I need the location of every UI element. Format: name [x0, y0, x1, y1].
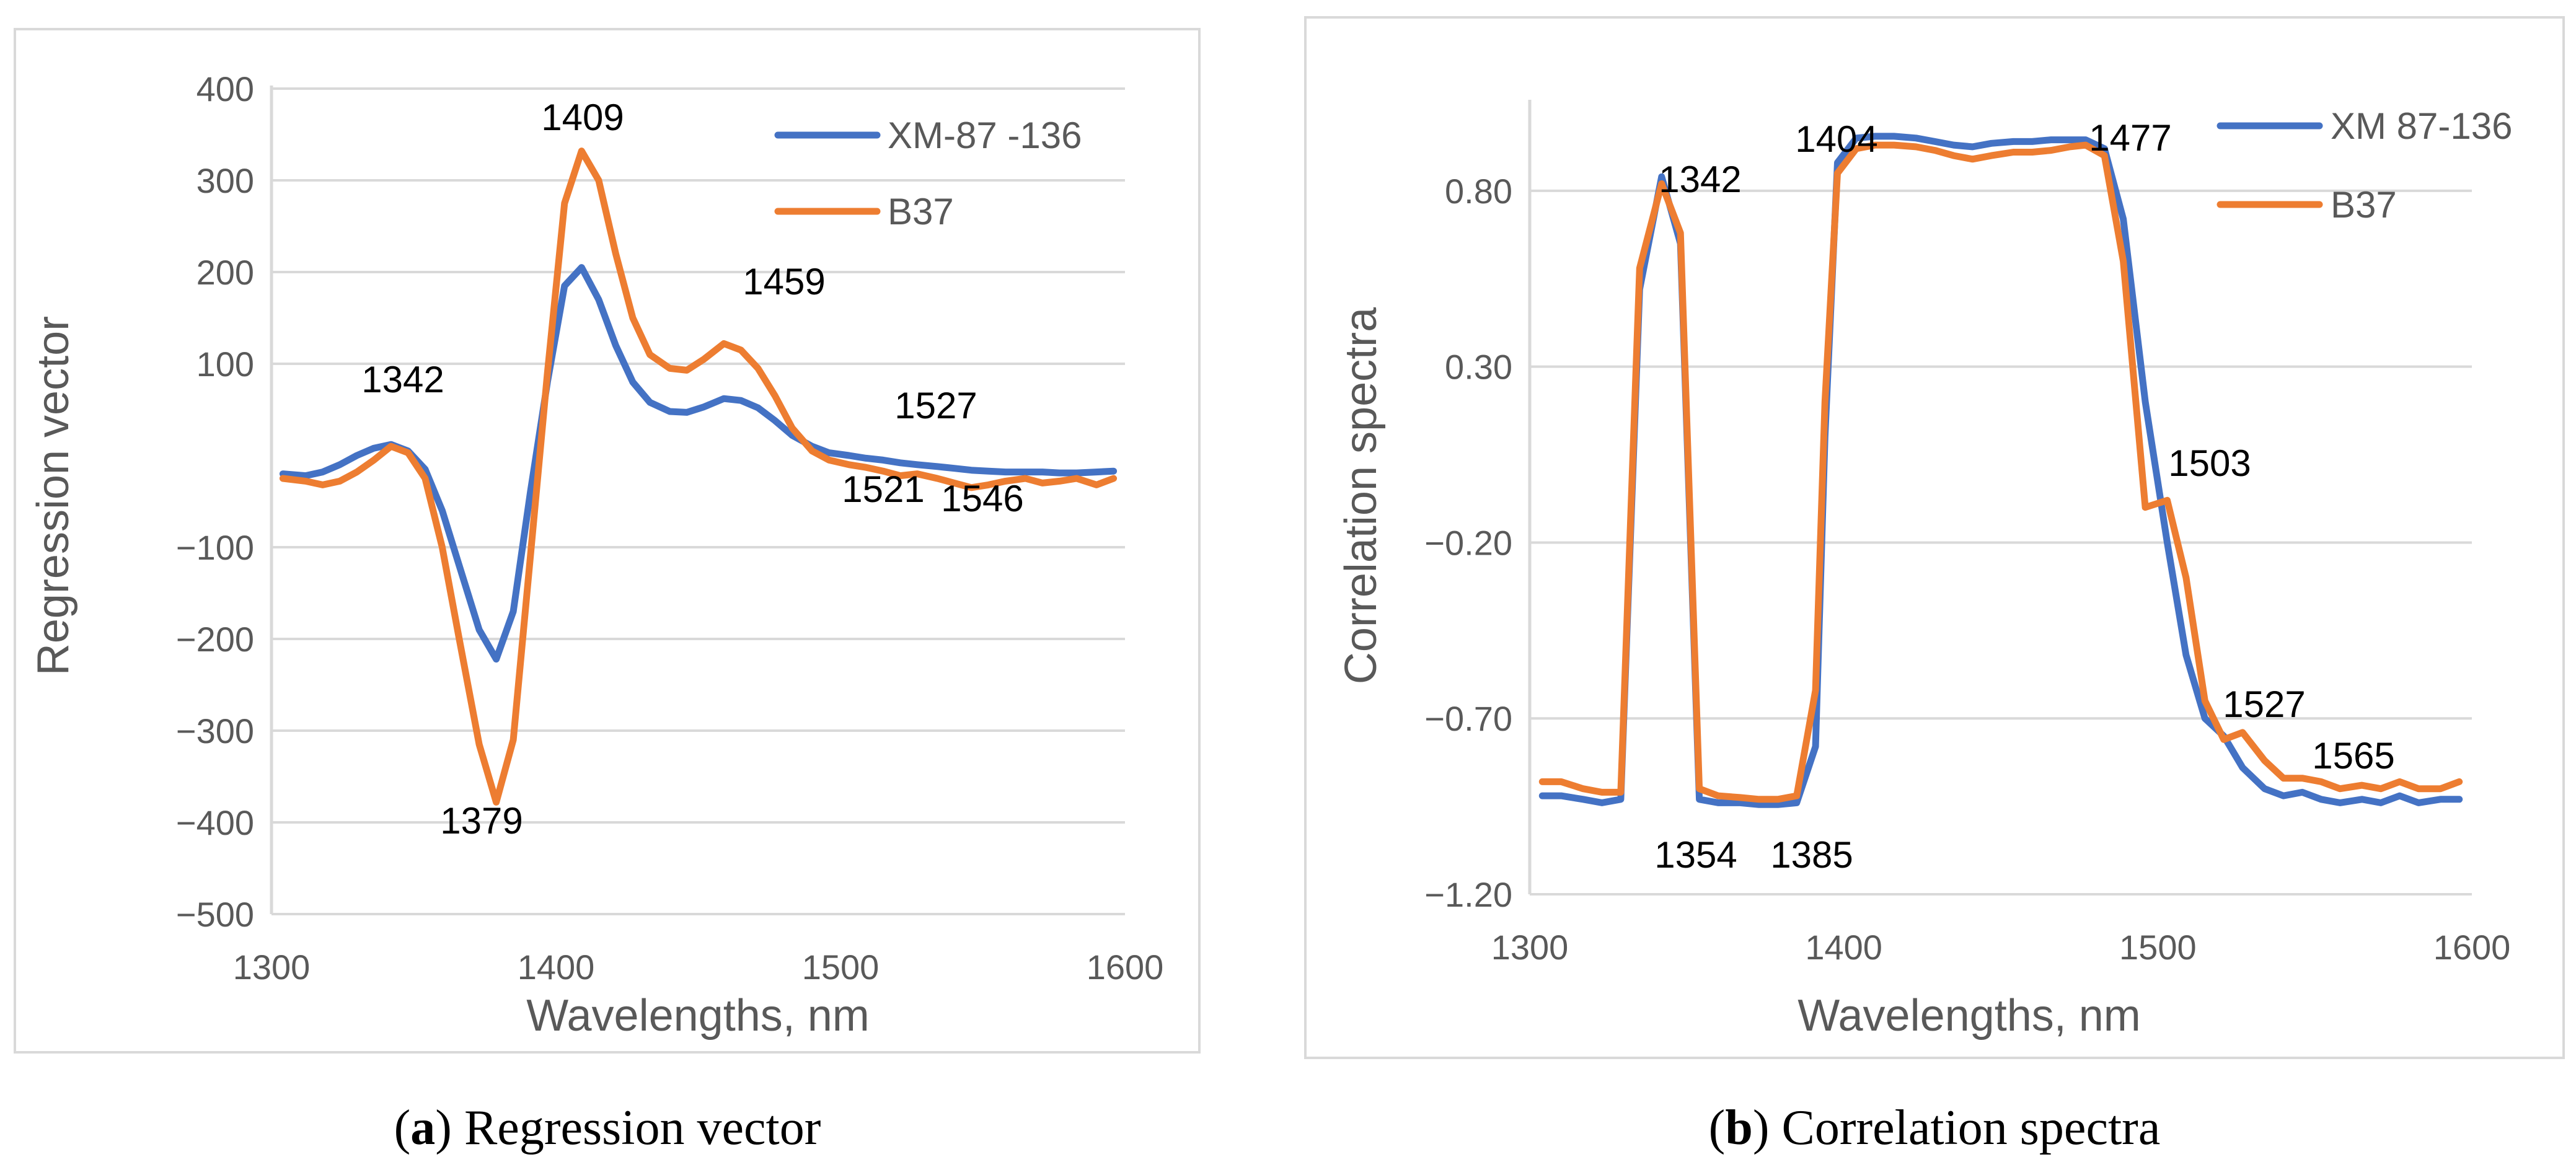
chart-a-legend-label-2: B37 [888, 191, 954, 232]
chart-a-y-tick-label: 200 [196, 253, 254, 292]
chart-a-series-line-2 [279, 147, 1118, 806]
chart-a-y-tick-label: −100 [176, 528, 254, 567]
chart-b-y-tick-label: −0.70 [1424, 699, 1512, 738]
chart-b-peak-label: 1527 [2223, 684, 2305, 725]
chart-a-y-tick-label: 300 [196, 161, 254, 200]
caption-a: (a) Regression vector [394, 1101, 821, 1155]
chart-a-y-tick-label: −200 [176, 620, 254, 659]
caption-b: (b) Correlation spectra [1708, 1101, 2161, 1155]
chart-a-y-tick-label: −400 [176, 803, 254, 842]
chart-a-legend-label-1: XM-87 -136 [888, 115, 1082, 156]
chart-b-y-tick-label: −0.20 [1424, 523, 1512, 562]
chart-a-peak-label: 1409 [541, 97, 624, 138]
chart-b-peak-label: 1342 [1659, 159, 1741, 200]
chart-a-peak-label: 1459 [743, 261, 825, 302]
chart-a-peak-label: 1521 [842, 469, 924, 510]
caption-a-text: Regression vector [464, 1101, 821, 1155]
chart-b-peak-label: 1404 [1795, 118, 1877, 160]
chart-a-y-tick-label: 400 [196, 69, 254, 108]
chart-b-x-axis-title: Wavelengths, nm [1797, 991, 2141, 1041]
caption-b-label: b [1725, 1101, 1753, 1155]
chart-a-peak-label: 1546 [941, 478, 1023, 519]
chart-b-peak-label: 1354 [1654, 834, 1737, 876]
chart-panel-a [14, 28, 1201, 1054]
chart-a-x-tick-label: 1400 [518, 948, 595, 987]
chart-a-peak-label: 1342 [361, 359, 444, 400]
caption-b-text: Correlation spectra [1781, 1101, 2161, 1155]
chart-b-series-line-2 [1538, 141, 2463, 803]
chart-a-x-tick-label: 1600 [1087, 948, 1164, 987]
chart-a-y-tick-label: −300 [176, 711, 254, 750]
chart-b-x-tick-label: 1400 [1805, 928, 1882, 967]
chart-a-peak-label: 1527 [894, 385, 977, 426]
chart-a-x-axis-title: Wavelengths, nm [526, 991, 870, 1041]
chart-a-peak-label: 1379 [440, 800, 523, 842]
chart-b-y-axis-title: Correlation spectra [1336, 307, 1386, 684]
chart-b-legend-label-2: B37 [2331, 184, 2397, 226]
chart-b-y-tick-label: 0.80 [1445, 172, 1512, 211]
chart-b-x-tick-label: 1300 [1491, 928, 1569, 967]
chart-b-y-tick-label: 0.30 [1445, 348, 1512, 387]
chart-a-x-tick-label: 1300 [233, 948, 311, 987]
chart-b-series-line-1 [1538, 133, 2463, 808]
chart-b-legend-label-1: XM 87-136 [2331, 105, 2513, 147]
chart-b-peak-label: 1565 [2312, 735, 2394, 777]
chart-b-x-tick-label: 1500 [2119, 928, 2197, 967]
chart-a-y-tick-label: −500 [176, 895, 254, 934]
chart-a-series-line-1 [279, 264, 1118, 663]
chart-a-y-axis-title: Regression vector [29, 316, 78, 676]
chart-a-y-tick-label: 100 [196, 345, 254, 384]
chart-a-x-tick-label: 1500 [802, 948, 880, 987]
chart-b-peak-label: 1503 [2168, 442, 2251, 484]
caption-a-label: a [410, 1101, 436, 1155]
chart-b-x-tick-label: 1600 [2433, 928, 2511, 967]
chart-b-peak-label: 1477 [2089, 117, 2171, 159]
chart-b-peak-label: 1385 [1770, 834, 1853, 876]
chart-b-y-tick-label: −1.20 [1424, 875, 1512, 914]
